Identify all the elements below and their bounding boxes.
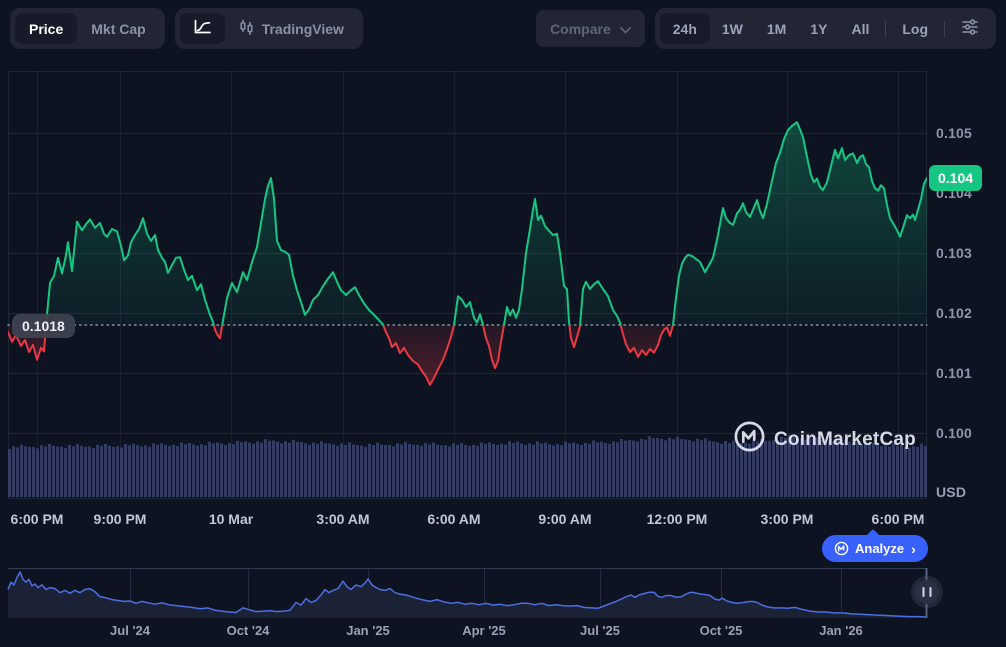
mini-x-tick-label: Jul '24 bbox=[110, 623, 150, 638]
compare-button[interactable]: Compare bbox=[536, 10, 645, 47]
y-tick-label: 0.105 bbox=[936, 125, 973, 141]
y-tick-label: 0.101 bbox=[936, 365, 973, 381]
cmc-logo-icon bbox=[834, 541, 849, 556]
mini-chart-brush[interactable] bbox=[7, 568, 928, 618]
chart-toolbar: Price Mkt Cap bbox=[0, 0, 1006, 57]
chevron-down-icon bbox=[619, 21, 631, 37]
watermark-label: CoinMarketCap bbox=[774, 428, 916, 450]
x-tick-label: 9:00 AM bbox=[538, 511, 592, 527]
mini-x-tick-label: Jan '25 bbox=[346, 623, 390, 638]
chart-type-toggle: TradingView bbox=[174, 8, 363, 49]
mini-x-tick-label: Jan '26 bbox=[819, 623, 863, 638]
baseline-price-label: 0.1018 bbox=[12, 314, 75, 338]
analyze-label: Analyze bbox=[855, 541, 905, 556]
y-tick-label: 0.100 bbox=[936, 425, 973, 441]
tradingview-label: TradingView bbox=[261, 20, 344, 37]
metric-toggle: Price Mkt Cap bbox=[10, 8, 165, 49]
x-tick-label: 3:00 PM bbox=[760, 511, 814, 527]
coinmarketcap-watermark: CoinMarketCap bbox=[733, 420, 916, 459]
mkt-cap-tab[interactable]: Mkt Cap bbox=[77, 13, 159, 44]
analyze-button[interactable]: Analyze › bbox=[822, 535, 928, 562]
range-1y[interactable]: 1Y bbox=[798, 13, 839, 44]
x-tick-label: 12:00 PM bbox=[646, 511, 708, 527]
mini-x-tick-label: Jul '25 bbox=[580, 623, 620, 638]
line-chart-toggle[interactable] bbox=[179, 13, 225, 44]
log-scale-toggle[interactable]: Log bbox=[890, 13, 940, 44]
range-selector: 24h 1W 1M 1Y All Log bbox=[654, 8, 996, 49]
x-tick-label: 3:00 AM bbox=[316, 511, 370, 527]
divider bbox=[944, 20, 945, 37]
mini-x-tick-label: Oct '24 bbox=[226, 623, 270, 638]
mini-x-tick-label: Oct '25 bbox=[699, 623, 743, 638]
brush-handle[interactable] bbox=[911, 576, 943, 608]
range-24h[interactable]: 24h bbox=[659, 13, 710, 44]
y-axis-unit-label: USD bbox=[936, 484, 967, 500]
mini-x-tick-label: Apr '25 bbox=[462, 623, 506, 638]
line-chart-icon bbox=[193, 19, 212, 38]
x-tick-label: 9:00 PM bbox=[93, 511, 147, 527]
price-tab[interactable]: Price bbox=[15, 13, 78, 44]
range-1w[interactable]: 1W bbox=[710, 13, 755, 44]
x-tick-label: 6:00 PM bbox=[871, 511, 925, 527]
current-price-badge: 0.104 bbox=[929, 165, 983, 191]
range-1m[interactable]: 1M bbox=[755, 13, 798, 44]
chart-settings-button[interactable] bbox=[949, 13, 991, 44]
divider bbox=[885, 20, 887, 37]
tradingview-toggle[interactable]: TradingView bbox=[225, 13, 358, 44]
coinmarketcap-logo-icon bbox=[733, 420, 766, 459]
x-tick-label: 10 Mar bbox=[208, 511, 254, 527]
y-tick-label: 0.103 bbox=[936, 245, 973, 261]
sliders-icon bbox=[961, 19, 979, 38]
compare-label: Compare bbox=[550, 20, 611, 37]
chevron-right-icon: › bbox=[911, 540, 916, 557]
x-tick-label: 6:00 PM bbox=[10, 511, 64, 527]
x-tick-label: 6:00 AM bbox=[427, 511, 481, 527]
range-all[interactable]: All bbox=[839, 13, 881, 44]
y-tick-label: 0.102 bbox=[936, 305, 973, 321]
candlestick-icon bbox=[239, 19, 254, 39]
